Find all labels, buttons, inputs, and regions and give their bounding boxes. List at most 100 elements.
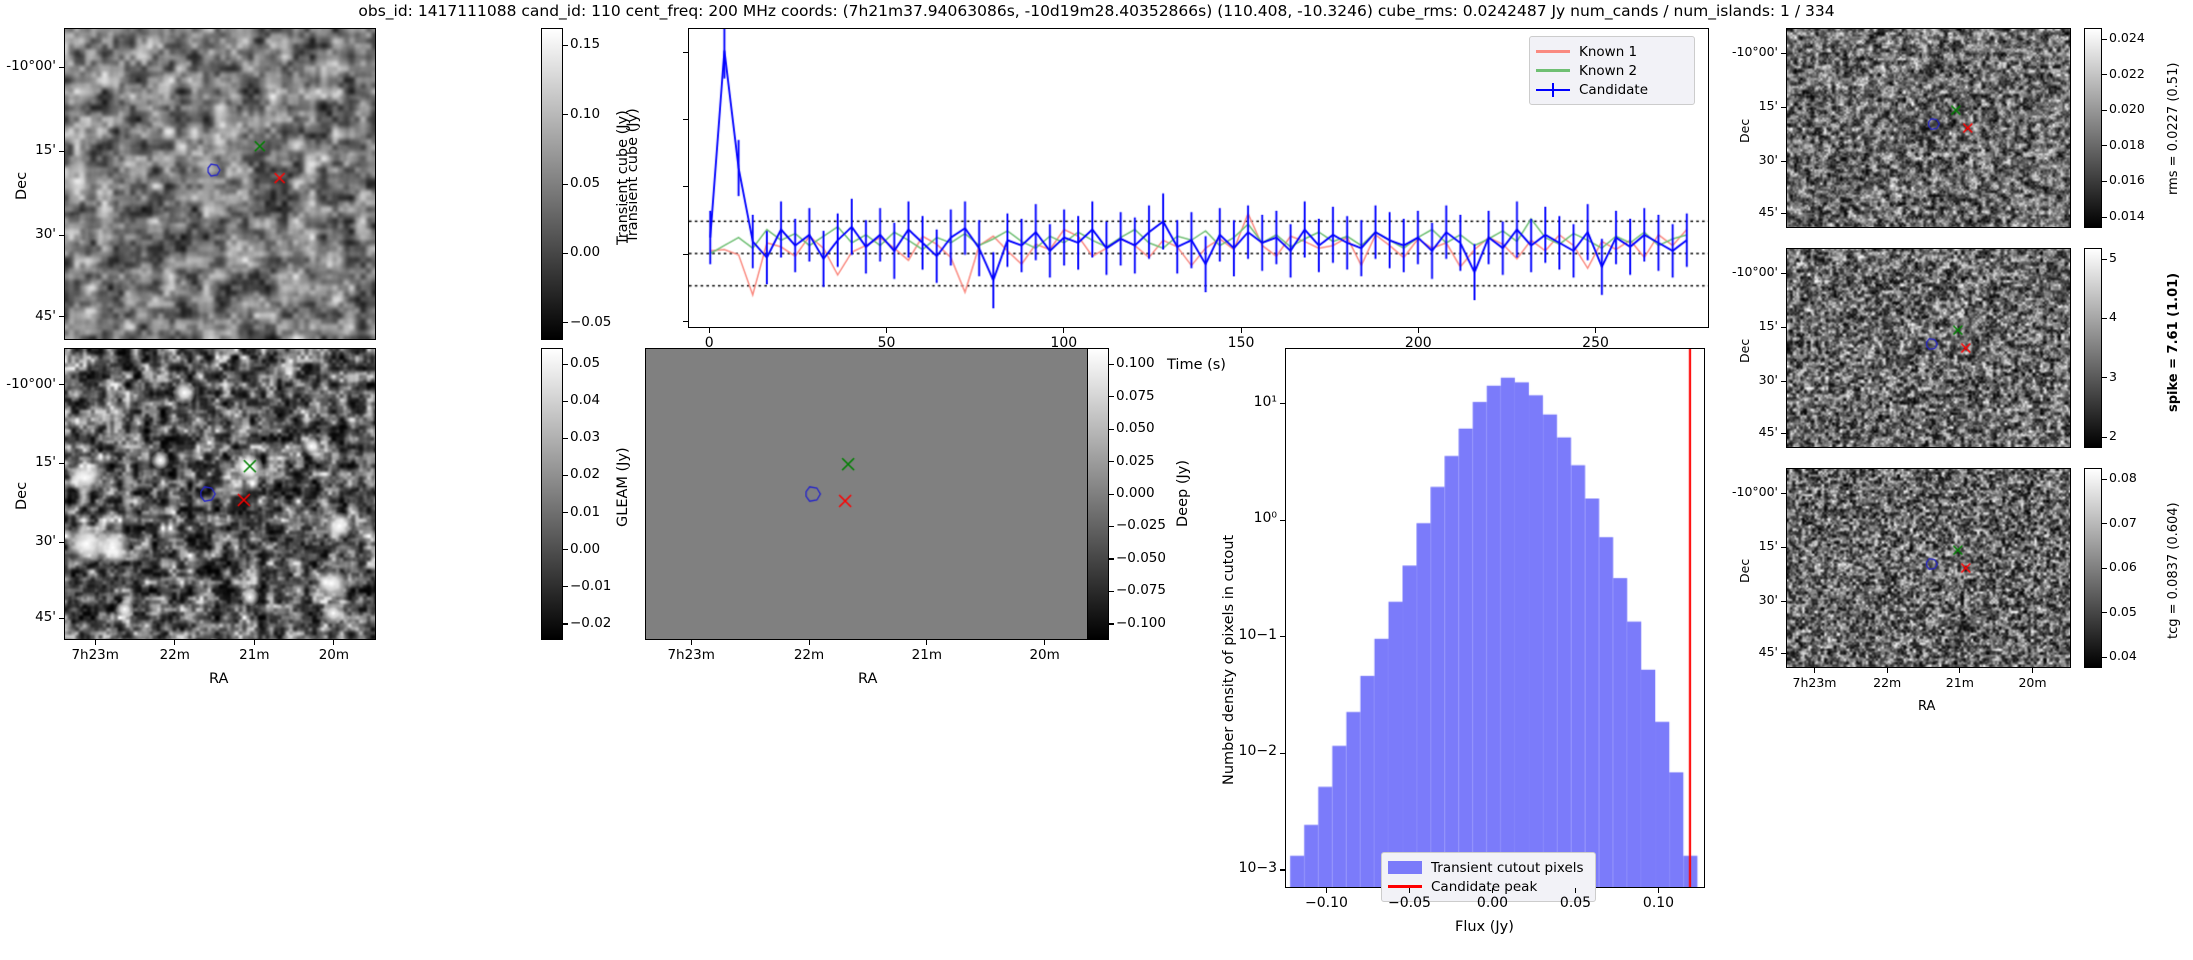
deep-cb-label: 0.075 xyxy=(1116,387,1155,404)
tcg-image xyxy=(1787,469,2070,667)
rms-y-label: 15' xyxy=(1758,98,1778,113)
transient-cube-cb-label: 0.05 xyxy=(570,175,601,191)
transient-cube-cb-label: 0.10 xyxy=(570,105,601,122)
candidate-errorbar-icon xyxy=(1536,82,1570,97)
gleam-cb-tick xyxy=(563,363,568,365)
rms-y-tick xyxy=(1781,212,1786,214)
transient-cube-cb-tick xyxy=(563,183,568,185)
rms-y-tick xyxy=(1781,52,1786,54)
flux-histogram-legend[interactable]: Transient cutout pixels Candidate peak xyxy=(1381,852,1596,902)
tcg-colorbar[interactable] xyxy=(2084,468,2102,668)
lightcurve-legend[interactable]: Known 1 Known 2 Candidate xyxy=(1529,36,1695,105)
deep-cb-label: 0.050 xyxy=(1116,420,1155,437)
spike-cb-label: 3 xyxy=(2109,368,2117,384)
flux-histogram-axes[interactable] xyxy=(1285,348,1705,888)
rms-cb-label: 0.020 xyxy=(2109,101,2145,117)
rms-cb-tick xyxy=(2102,109,2107,111)
deep-x-label: 20m xyxy=(1029,647,1060,663)
rms-colorbar-label: rms = 0.0227 (0.51) xyxy=(2166,62,2181,195)
transient-cube-y-tick xyxy=(59,316,64,318)
spike-y-label: -10°00' xyxy=(1731,264,1778,279)
tcg-y-tick xyxy=(1781,600,1786,602)
deep-x-label: 7h23m xyxy=(667,647,715,663)
transient-cube-y-tick xyxy=(59,234,64,237)
deep-colorbar[interactable] xyxy=(1087,348,1109,640)
gleam-y-label: 45' xyxy=(35,609,56,626)
deep-colorbar-label: Deep (Jy) xyxy=(1175,460,1191,527)
histogram-patch-icon xyxy=(1388,861,1422,875)
gleam-image xyxy=(65,349,375,639)
flux-histogram-x-label: 0.10 xyxy=(1642,895,1675,911)
gleam-cb-tick xyxy=(563,400,568,402)
rms-y-tick xyxy=(1781,106,1786,108)
tcg-y-tick xyxy=(1781,652,1786,654)
rms-cb-label: 0.024 xyxy=(2109,30,2145,45)
gleam-y-tick xyxy=(59,617,64,619)
gleam-y-tick xyxy=(59,541,64,543)
rms-cb-label: 0.018 xyxy=(2109,136,2145,152)
rms-map-axes[interactable] xyxy=(1786,28,2071,228)
spike-y-tick xyxy=(1781,326,1786,328)
lightcurve-x-tick xyxy=(1595,328,1597,333)
gleam-x-label: 22m xyxy=(159,647,190,663)
tcg-ylabel: Dec xyxy=(1737,558,1752,583)
deep-map-axes[interactable] xyxy=(645,348,1107,640)
deep-cb-label: −0.100 xyxy=(1116,614,1166,631)
deep-cb-label: −0.025 xyxy=(1116,517,1166,534)
rms-cb-label: 0.022 xyxy=(2109,65,2145,81)
gleam-cb-label: −0.01 xyxy=(570,577,612,594)
tcg-map-axes[interactable] xyxy=(1786,468,2071,668)
flux-histogram-y-label: 10−1 xyxy=(1238,626,1277,643)
tcg-y-label: -10°00' xyxy=(1731,484,1778,499)
rms-ylabel: Dec xyxy=(1737,118,1752,143)
lightcurve-y-tick xyxy=(683,320,688,322)
rms-y-tick xyxy=(1781,160,1786,162)
flux-histogram-y-tick xyxy=(1280,869,1285,871)
spike-colorbar[interactable] xyxy=(2084,248,2102,448)
tcg-cb-tick xyxy=(2102,478,2107,480)
flux-histogram-x-label: −0.10 xyxy=(1305,895,1348,911)
deep-cb-label: 0.000 xyxy=(1116,485,1155,501)
legend-row-cutout-pixels: Transient cutout pixels xyxy=(1388,858,1587,877)
gleam-colorbar[interactable] xyxy=(541,348,563,640)
rms-colorbar[interactable] xyxy=(2084,28,2102,228)
transient-cube-y-tick xyxy=(59,150,64,152)
gleam-colorbar-label: GLEAM (Jy) xyxy=(615,447,631,527)
spike-ylabel: Dec xyxy=(1737,338,1752,363)
lightcurve-x-tick xyxy=(1240,328,1242,333)
transient-cube-colorbar[interactable] xyxy=(541,28,563,340)
gleam-y-tick xyxy=(59,384,64,386)
gleam-x-tick xyxy=(253,640,255,645)
lightcurve-x-label: 200 xyxy=(1404,335,1432,351)
gleam-cb-label: 0.04 xyxy=(570,392,601,409)
legend-label-known2: Known 2 xyxy=(1579,62,1638,79)
transient-cube-map-axes[interactable] xyxy=(64,28,376,340)
flux-histogram-x-tick xyxy=(1575,888,1577,893)
transient-cube-cb-tick xyxy=(563,114,568,116)
lightcurve-x-label: 0 xyxy=(704,335,714,351)
legend-row-candidate-peak: Candidate peak xyxy=(1388,877,1587,896)
spike-cb-label: 5 xyxy=(2109,250,2117,265)
legend-label-cutout-pixels: Transient cutout pixels xyxy=(1431,859,1584,876)
rms-cb-tick xyxy=(2102,216,2107,218)
transient-cube-cb-tick xyxy=(563,44,568,46)
gleam-cb-tick xyxy=(563,437,568,439)
legend-label-known1: Known 1 xyxy=(1579,43,1638,60)
lightcurve-y-tick xyxy=(683,253,688,255)
flux-histogram-y-tick xyxy=(1280,519,1285,521)
spike-map-axes[interactable] xyxy=(1786,248,2071,448)
flux-histogram-x-label: 0.00 xyxy=(1476,895,1509,911)
flux-histogram-y-tick xyxy=(1280,752,1285,754)
tcg-y-tick xyxy=(1781,492,1786,494)
deep-cb-label: −0.075 xyxy=(1116,582,1166,599)
deep-cb-tick xyxy=(1109,590,1114,593)
deep-x-tick xyxy=(808,640,810,645)
spike-y-tick xyxy=(1781,272,1786,274)
transient-cube-cb-tick xyxy=(563,252,568,254)
flux-histogram-y-tick xyxy=(1280,403,1285,405)
deep-xlabel: RA xyxy=(858,671,878,687)
lightcurve-x-tick xyxy=(1417,328,1419,333)
lightcurve-x-label: 50 xyxy=(877,335,896,351)
gleam-map-axes[interactable] xyxy=(64,348,376,640)
